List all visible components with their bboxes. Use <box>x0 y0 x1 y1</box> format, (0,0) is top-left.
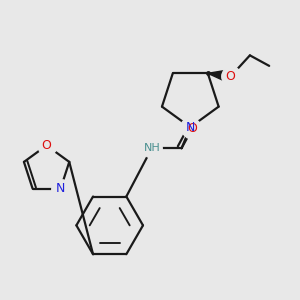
Text: O: O <box>187 122 197 136</box>
Text: O: O <box>42 139 52 152</box>
Text: N: N <box>186 121 195 134</box>
Text: N: N <box>56 182 65 195</box>
Polygon shape <box>208 69 232 83</box>
Text: O: O <box>226 70 236 83</box>
Text: NH: NH <box>143 143 160 153</box>
